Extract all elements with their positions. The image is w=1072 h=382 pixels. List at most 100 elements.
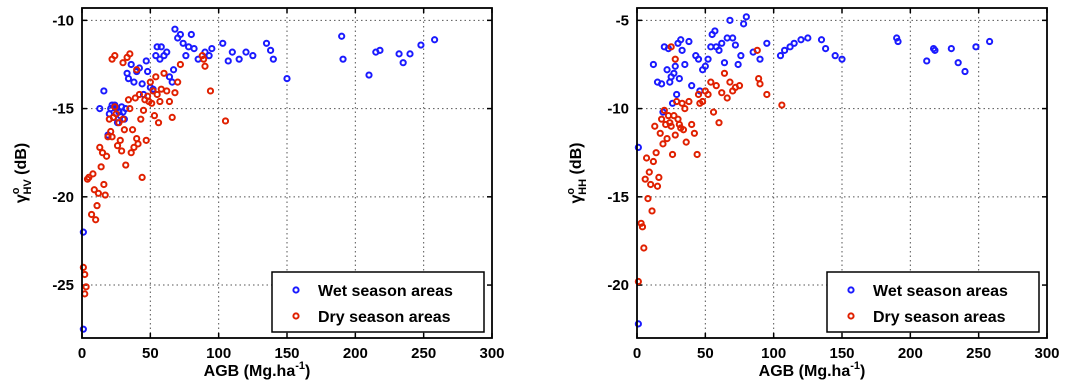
y-tick-label: -25 <box>52 277 74 294</box>
data-point <box>160 69 168 77</box>
data-point <box>124 74 133 83</box>
data-point <box>111 52 119 60</box>
x-tick-label: 300 <box>1034 345 1059 362</box>
data-point <box>79 228 87 236</box>
data-point <box>156 97 164 106</box>
data-point <box>112 110 120 118</box>
data-point <box>171 89 179 97</box>
data-point <box>954 59 962 67</box>
data-point <box>663 134 671 143</box>
data-point <box>79 325 87 333</box>
data-point <box>90 186 98 194</box>
data-point <box>797 36 805 44</box>
data-point <box>663 66 671 74</box>
data-point <box>694 55 703 63</box>
legend: Wet season areas Dry season areas <box>826 271 1040 333</box>
data-point <box>720 69 729 77</box>
legend: Wet season areas Dry season areas <box>271 271 485 333</box>
data-point <box>152 73 160 81</box>
data-point <box>208 44 216 53</box>
data-point <box>678 46 686 54</box>
data-point <box>98 149 107 157</box>
data-point <box>165 73 174 81</box>
data-point <box>664 112 673 120</box>
data-point <box>893 34 901 42</box>
data-point <box>667 122 675 130</box>
data-point <box>82 283 90 291</box>
y-tick-label: -15 <box>607 189 629 206</box>
y-axis-label: γoHV (dB) <box>10 143 34 203</box>
data-point <box>283 74 291 83</box>
data-point <box>670 69 678 77</box>
y-tick-label: -15 <box>52 101 74 118</box>
data-point <box>249 52 257 60</box>
data-point <box>242 48 250 56</box>
data-point <box>127 149 135 157</box>
x-tick-label: 150 <box>274 345 299 362</box>
data-point <box>693 150 701 159</box>
data-point <box>81 270 89 279</box>
data-point <box>120 126 128 134</box>
data-point <box>89 170 97 178</box>
plot-frame <box>636 7 1048 339</box>
series-dry <box>634 43 786 286</box>
data-point <box>718 89 726 97</box>
data-point <box>763 39 771 47</box>
series-dry <box>79 50 230 298</box>
data-point <box>96 104 104 113</box>
x-tick-label: 100 <box>761 345 786 362</box>
data-point <box>734 60 742 69</box>
data-point <box>649 157 658 166</box>
data-point <box>148 99 156 107</box>
data-point <box>127 60 135 69</box>
data-point <box>190 44 198 53</box>
data-point <box>153 90 161 99</box>
data-point <box>701 62 709 70</box>
data-point <box>206 87 215 95</box>
data-point <box>986 37 994 46</box>
data-point <box>395 50 403 58</box>
data-point <box>972 43 980 51</box>
data-point <box>822 44 830 53</box>
data-point <box>645 168 653 176</box>
data-point <box>726 16 734 24</box>
data-point <box>146 78 154 86</box>
data-point <box>737 52 745 60</box>
data-point <box>185 43 193 51</box>
data-point <box>406 50 414 58</box>
data-point <box>131 94 139 102</box>
data-point <box>92 216 100 224</box>
data-point <box>675 74 683 83</box>
data-point <box>221 117 230 125</box>
data-point <box>176 60 184 69</box>
data-point <box>139 106 148 114</box>
data-point <box>671 55 679 63</box>
data-point <box>756 80 764 88</box>
data-point <box>205 52 213 60</box>
data-point <box>269 55 277 63</box>
data-point <box>154 119 163 127</box>
data-point <box>667 43 675 51</box>
data-point <box>707 43 715 51</box>
data-point <box>671 62 679 70</box>
data-point <box>681 60 689 69</box>
y-tick-label: -20 <box>52 189 74 206</box>
data-point <box>681 104 689 113</box>
data-point <box>685 37 693 46</box>
data-point <box>634 320 642 328</box>
data-point <box>122 161 130 169</box>
data-point <box>100 87 108 95</box>
data-point <box>670 112 678 120</box>
data-point <box>961 67 969 76</box>
data-point <box>658 115 666 123</box>
data-point <box>87 210 96 219</box>
data-point <box>778 101 786 109</box>
data-point <box>267 46 275 54</box>
data-point <box>688 82 696 90</box>
y-tick-label: -5 <box>616 12 629 29</box>
data-point <box>671 131 679 139</box>
data-point <box>729 34 737 42</box>
data-point <box>137 115 145 123</box>
data-point <box>655 173 663 182</box>
data-point <box>699 97 707 106</box>
